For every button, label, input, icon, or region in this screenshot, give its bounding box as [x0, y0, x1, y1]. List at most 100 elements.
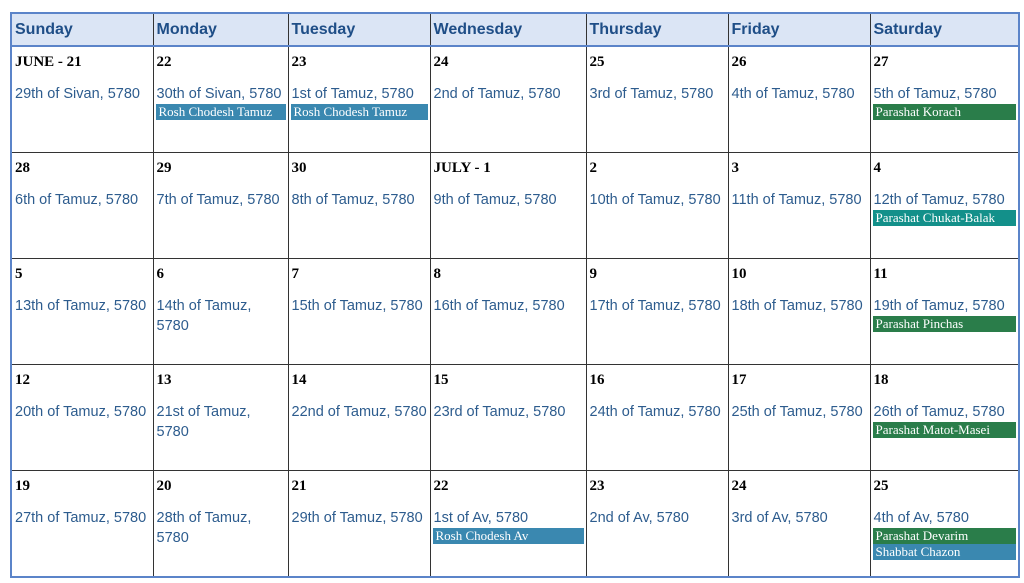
hebrew-date: 21st of Tamuz, 5780 [156, 404, 251, 440]
day-number: 19 [15, 478, 30, 494]
hebrew-date: 15th of Tamuz, 5780 [291, 298, 423, 314]
hebrew-date: 25th of Tamuz, 5780 [731, 404, 863, 420]
weekday-header-monday: Monday [152, 13, 289, 47]
hebrew-date: 3rd of Av, 5780 [731, 510, 828, 526]
hebrew-date: 28th of Tamuz, 5780 [156, 510, 252, 546]
day-number: 13 [156, 372, 172, 388]
day-cell[interactable]: 2 10th of Tamuz, 5780 [585, 152, 729, 259]
day-cell[interactable]: 25 3rd of Tamuz, 5780 [585, 45, 729, 153]
hebrew-date: 29th of Sivan, 5780 [15, 86, 140, 102]
event-badge[interactable]: Rosh Chodesh Tamuz [155, 104, 286, 120]
hebrew-date: 2nd of Av, 5780 [589, 510, 689, 526]
day-cell[interactable]: 29 7th of Tamuz, 5780 [152, 152, 289, 259]
day-number: 10 [731, 266, 747, 282]
day-cell[interactable]: 13 21st of Tamuz, 5780 [152, 364, 289, 471]
day-number: 21 [291, 478, 307, 494]
day-cell[interactable]: 19 27th of Tamuz, 5780 [11, 470, 154, 577]
day-cell[interactable]: 28 6th of Tamuz, 5780 [11, 152, 154, 259]
day-number: 22 [156, 54, 172, 70]
week-row: 12 20th of Tamuz, 5780 13 21st of Tamuz, 57… [11, 364, 1020, 471]
day-number: 20 [156, 478, 172, 494]
day-cell[interactable]: 23 1st of Tamuz, 5780 Rosh Chodesh Tamuz [287, 45, 431, 153]
weekday-header-wednesday: Wednesday [429, 13, 587, 47]
week-row: 28 6th of Tamuz, 5780 29 7th of Tamuz, 5780… [11, 152, 1020, 259]
day-cell[interactable]: 26 4th of Tamuz, 5780 [727, 45, 871, 153]
hebrew-date: 19th of Tamuz, 5780 [873, 298, 1005, 314]
event-badge[interactable]: Shabbat Chazon [872, 544, 1016, 560]
weekday-header-sunday: Sunday [11, 13, 154, 47]
day-number: 25 [589, 54, 605, 70]
day-cell[interactable]: 22 1st of Av, 5780 Rosh Chodesh Av [429, 470, 587, 577]
day-cell[interactable]: 10 18th of Tamuz, 5780 [727, 258, 871, 365]
hebrew-date: 1st of Av, 5780 [433, 510, 529, 526]
day-number: 11 [873, 266, 888, 282]
hebrew-date: 27th of Tamuz, 5780 [15, 510, 147, 526]
hebrew-date: 17th of Tamuz, 5780 [589, 298, 721, 314]
day-cell[interactable]: 4 12th of Tamuz, 5780 Parashat Chukat-Bala… [869, 152, 1020, 259]
day-cell[interactable]: 24 2nd of Tamuz, 5780 [429, 45, 587, 153]
weekday-header-thursday: Thursday [585, 13, 729, 47]
hebrew-date: 4th of Tamuz, 5780 [731, 86, 855, 102]
event-badge[interactable]: Parashat Chukat-Balak [872, 210, 1016, 226]
day-cell[interactable]: 30 8th of Tamuz, 5780 [287, 152, 431, 259]
hebrew-date: 11th of Tamuz, 5780 [731, 192, 862, 208]
weekday-header-friday: Friday [727, 13, 871, 47]
hebrew-date: 30th of Sivan, 5780 [156, 86, 282, 102]
event-badge[interactable]: Rosh Chodesh Av [432, 528, 584, 544]
day-number: 29 [156, 160, 172, 176]
day-cell[interactable]: 17 25th of Tamuz, 5780 [727, 364, 871, 471]
day-cell[interactable]: 6 14th of Tamuz, 5780 [152, 258, 289, 365]
event-badge[interactable]: Parashat Devarim [872, 528, 1016, 544]
hebrew-date: 23rd of Tamuz, 5780 [433, 404, 566, 420]
day-cell[interactable]: 5 13th of Tamuz, 5780 [11, 258, 154, 365]
day-cell[interactable]: 18 26th of Tamuz, 5780 Parashat Matot-Mase… [869, 364, 1020, 471]
day-number: 4 [873, 160, 882, 176]
day-cell[interactable]: 3 11th of Tamuz, 5780 [727, 152, 871, 259]
day-number: 9 [589, 266, 598, 282]
hebrew-date: 14th of Tamuz, 5780 [156, 298, 252, 334]
day-cell[interactable]: 11 19th of Tamuz, 5780 Parashat Pinchas [869, 258, 1020, 365]
hebrew-date: 22nd of Tamuz, 5780 [291, 404, 427, 420]
hebrew-date: 16th of Tamuz, 5780 [433, 298, 565, 314]
day-cell[interactable]: 14 22nd of Tamuz, 5780 [287, 364, 431, 471]
day-number: 12 [15, 372, 30, 388]
day-cell[interactable]: 16 24th of Tamuz, 5780 [585, 364, 729, 471]
event-badge[interactable]: Parashat Pinchas [872, 316, 1016, 332]
day-number: 7 [291, 266, 300, 282]
day-number: 28 [15, 160, 30, 176]
hebrew-date: 3rd of Tamuz, 5780 [589, 86, 714, 102]
day-cell[interactable]: 20 28th of Tamuz, 5780 [152, 470, 289, 577]
hebrew-date: 13th of Tamuz, 5780 [15, 298, 147, 314]
day-cell[interactable]: 22 30th of Sivan, 5780 Rosh Chodesh Tamuz [152, 45, 289, 153]
hebrew-date: 5th of Tamuz, 5780 [873, 86, 997, 102]
hebrew-date: 4th of Av, 5780 [873, 510, 969, 526]
day-cell[interactable]: 21 29th of Tamuz, 5780 [287, 470, 431, 577]
calendar-grid: Sunday Monday Tuesday Wednesday Thursday Frid… [10, 12, 1020, 578]
day-cell[interactable]: JULY - 1 9th of Tamuz, 5780 [429, 152, 587, 259]
day-cell[interactable]: 15 23rd of Tamuz, 5780 [429, 364, 587, 471]
event-badge[interactable]: Rosh Chodesh Tamuz [290, 104, 428, 120]
event-badge[interactable]: Parashat Korach [872, 104, 1016, 120]
day-cell[interactable]: 7 15th of Tamuz, 5780 [287, 258, 431, 365]
week-row: 19 27th of Tamuz, 5780 20 28th of Tamuz, 57… [11, 470, 1020, 577]
day-number: 23 [291, 54, 307, 70]
day-cell[interactable]: 8 16th of Tamuz, 5780 [429, 258, 587, 365]
day-number: 24 [731, 478, 747, 494]
day-cell[interactable]: JUNE - 21 29th of Sivan, 5780 [11, 45, 154, 153]
day-cell[interactable]: 25 4th of Av, 5780 Parashat Devarim Shabbat… [869, 470, 1020, 577]
weekday-header-saturday: Saturday [869, 13, 1020, 47]
day-number: 2 [589, 160, 598, 176]
day-number: JULY - 1 [433, 160, 491, 176]
event-badge[interactable]: Parashat Matot-Masei [872, 422, 1016, 438]
hebrew-date: 8th of Tamuz, 5780 [291, 192, 415, 208]
day-cell[interactable]: 24 3rd of Av, 5780 [727, 470, 871, 577]
day-number: 3 [731, 160, 740, 176]
day-cell[interactable]: 27 5th of Tamuz, 5780 Parashat Korach [869, 45, 1020, 153]
day-number: 14 [291, 372, 307, 388]
day-number: 27 [873, 54, 889, 70]
day-cell[interactable]: 23 2nd of Av, 5780 [585, 470, 729, 577]
day-cell[interactable]: 9 17th of Tamuz, 5780 [585, 258, 729, 365]
day-number: 30 [291, 160, 307, 176]
hebrew-date: 20th of Tamuz, 5780 [15, 404, 147, 420]
day-cell[interactable]: 12 20th of Tamuz, 5780 [11, 364, 154, 471]
